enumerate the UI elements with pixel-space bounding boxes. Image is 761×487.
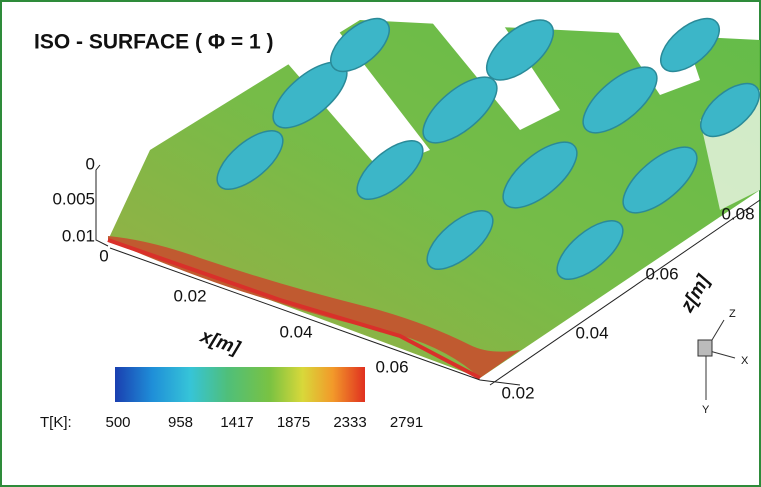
colorbar-tick-label: 2791 [390, 414, 423, 431]
figure: ISO - SURFACE ( Φ = 1 ) 0 0.005 0.01 0 0… [0, 0, 761, 487]
z-tick-label: 0.08 [721, 204, 754, 223]
colorbar-tick-label: 2333 [333, 414, 366, 431]
colorbar-tick-label: 1417 [220, 414, 253, 431]
colorbar-tick-label: 958 [168, 414, 193, 431]
z-tick-label: 0.04 [575, 323, 608, 342]
colorbar-tick-label: 1875 [277, 414, 310, 431]
colorbar-label: T[K]: [40, 414, 72, 431]
colorbar-tick-label: 500 [105, 414, 130, 431]
z-tick-label: 0.06 [645, 264, 678, 283]
triad-label: X [741, 355, 749, 367]
z-tick-label: 0.02 [501, 383, 534, 402]
title: ISO - SURFACE ( Φ = 1 ) [34, 31, 274, 54]
x-tick-label: 0 [99, 246, 108, 265]
x-tick-label: 0.04 [279, 322, 312, 341]
y-tick-label: 0 [86, 154, 95, 173]
x-tick-label: 0.02 [173, 286, 206, 305]
y-tick-label: 0.005 [52, 189, 95, 208]
colorbar [115, 367, 365, 402]
triad-label: Z [729, 308, 736, 320]
y-tick-label: 0.01 [62, 226, 95, 245]
x-tick-label: 0.06 [375, 357, 408, 376]
triad-label: Y [702, 404, 710, 416]
